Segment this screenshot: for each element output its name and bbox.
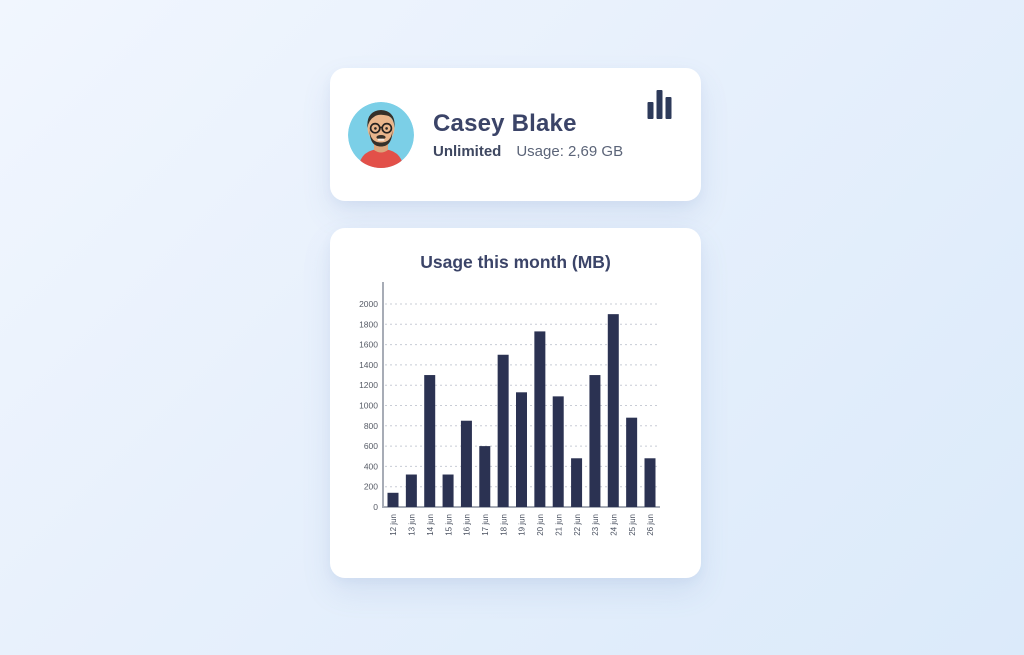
avatar-image — [348, 101, 414, 168]
y-tick-label: 400 — [364, 461, 378, 471]
bar — [442, 474, 454, 507]
user-name: Casey Blake — [433, 109, 577, 137]
bar — [479, 446, 491, 507]
y-tick-label: 1800 — [359, 319, 378, 329]
x-tick-label: 12 jun — [389, 514, 398, 536]
y-tick-label: 1400 — [359, 360, 378, 370]
x-tick-label: 21 jun — [554, 514, 563, 536]
y-tick-label: 1600 — [359, 340, 378, 350]
profile-card: Casey Blake Unlimited Usage: 2,69 GB — [330, 68, 701, 201]
y-tick-label: 800 — [364, 421, 378, 431]
x-tick-label: 18 jun — [499, 514, 508, 536]
bar — [460, 420, 472, 507]
bar — [405, 474, 417, 507]
x-tick-label: 16 jun — [463, 514, 472, 536]
y-tick-label: 200 — [364, 482, 378, 492]
profile-text: Casey Blake Unlimited Usage: 2,69 GB — [433, 110, 623, 160]
bar — [516, 392, 527, 507]
x-tick-label: 23 jun — [591, 514, 600, 536]
x-tick-label: 19 jun — [518, 514, 527, 536]
usage-summary: Usage: 2,69 GB — [516, 142, 624, 160]
profile-meta: Unlimited Usage: 2,69 GB — [433, 143, 623, 160]
y-tick-label: 600 — [364, 441, 378, 451]
x-tick-label: 26 jun — [646, 514, 655, 536]
chart-title: Usage this month (MB) — [420, 252, 611, 272]
y-tick-label: 2000 — [359, 299, 378, 309]
y-tick-label: 1000 — [359, 401, 378, 411]
usage-chart: 0 200 400 600 800 1000 1200 1400 1600 1800 2000 12 … — [345, 280, 701, 542]
usage-card: Usage this month (MB) 0 200 400 600 800 1000 1… — [330, 228, 701, 578]
bar — [589, 375, 601, 507]
x-tick-label: 25 jun — [628, 514, 637, 536]
x-tick-label: 13 jun — [408, 514, 417, 536]
y-tick-label: 0 — [373, 502, 378, 512]
x-tick-label: 24 jun — [609, 514, 618, 536]
y-tick-label: 1200 — [359, 380, 378, 390]
bar — [497, 354, 509, 507]
bar — [534, 331, 546, 507]
bar — [387, 492, 399, 507]
x-tick-label: 14 jun — [426, 514, 435, 536]
bar — [644, 458, 656, 507]
bar — [607, 314, 619, 507]
bar — [424, 375, 436, 507]
bar-chart-icon — [647, 90, 672, 124]
x-tick-label: 17 jun — [481, 514, 490, 536]
x-tick-label: 20 jun — [536, 514, 545, 536]
x-tick-label: 15 jun — [444, 514, 453, 536]
avatar — [348, 101, 414, 168]
plan-label: Unlimited — [433, 142, 502, 160]
bar — [626, 417, 638, 507]
bar — [552, 396, 564, 507]
x-tick-label: 22 jun — [573, 514, 582, 536]
bar — [571, 458, 583, 507]
chart-svg: 0 200 400 600 800 1000 1200 1400 1600 1800 2000 12 … — [359, 282, 660, 536]
